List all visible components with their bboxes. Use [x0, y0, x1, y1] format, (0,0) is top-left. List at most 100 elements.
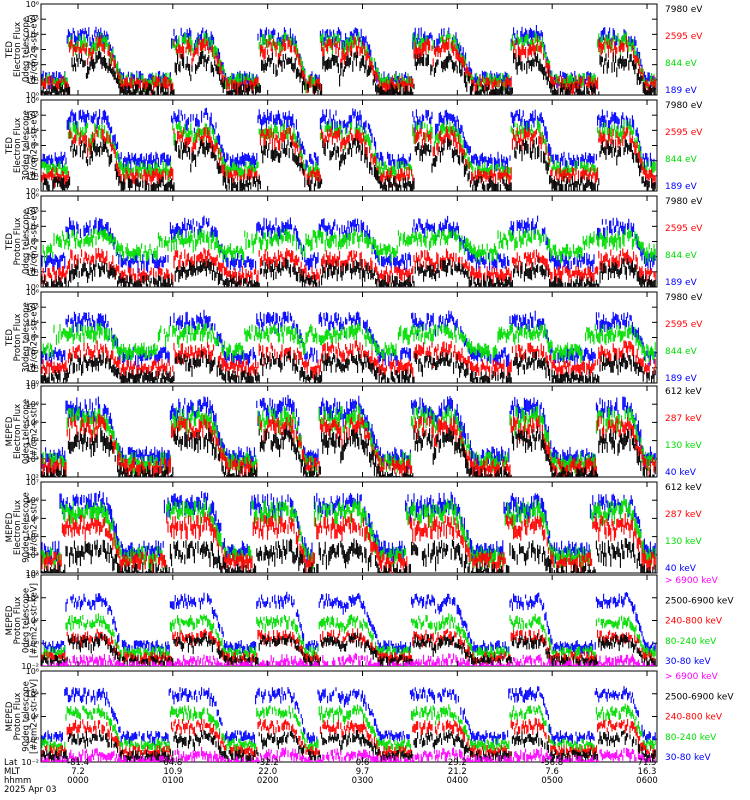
y-axis-label-line: Electron Flux [13, 118, 23, 173]
y-axis-label-line: [#/cm2-s-str-keV] [30, 679, 40, 754]
x-tick-hhmm: 0600 [636, 776, 658, 786]
x-tick-mlt: 22.0 [258, 767, 277, 777]
x-tick-hhmm: 0200 [257, 776, 279, 786]
legend-entry: 2595 eV [665, 224, 703, 234]
y-axis-label-line: Proton Flux [13, 218, 23, 266]
series--6900-kev [41, 653, 656, 666]
y-axis-label-line: 0deg telescope [21, 399, 31, 464]
y-tick-label: 10³ [26, 46, 39, 55]
y-tick-label: 10⁰ [26, 639, 39, 648]
legend-entry: 80-240 keV [665, 733, 717, 743]
y-tick-label: 10⁶ [26, 496, 39, 505]
legend-entry: 287 keV [665, 510, 702, 520]
series-189-ev [41, 215, 656, 274]
legend-entry: > 6900 keV [665, 672, 719, 682]
y-tick-label: 10⁶ [26, 571, 39, 580]
y-tick-label: 10² [26, 349, 39, 358]
x-axis-row-label: hhmm [4, 776, 31, 786]
y-tick-label: 10⁰ [26, 91, 39, 100]
y-tick-label: 10⁵ [26, 514, 39, 523]
legend-entry: 189 eV [665, 278, 698, 288]
y-axis-label-line: Electron Flux [13, 500, 23, 555]
y-axis-label-line: 90deg telescope [21, 492, 31, 563]
y-tick-label: 10⁴ [26, 690, 39, 699]
series-844-ev [42, 227, 656, 265]
y-tick-label: 10² [26, 473, 39, 482]
legend-entry: 240-800 keV [665, 617, 723, 627]
legend-entry: 189 eV [665, 374, 698, 384]
legend-entry: 612 keV [665, 387, 702, 397]
y-tick-label: 10⁵ [26, 418, 39, 427]
y-axis-label-line: TED [5, 40, 15, 59]
y-axis-label-line: Electron Flux [13, 22, 23, 77]
legend-entry: 287 keV [665, 414, 702, 424]
x-tick-mlt: 16.3 [638, 767, 657, 777]
y-tick-label: 10⁰ [26, 187, 39, 196]
y-axis-label-line: 0deg telescope [21, 209, 31, 274]
y-axis-label-line: Proton Flux [13, 314, 23, 362]
x-tick-lat: 0.6 [356, 758, 370, 768]
legend-entry: 612 keV [665, 483, 702, 493]
series-612-kev [41, 425, 656, 477]
legend-entry: 80-240 keV [665, 637, 717, 647]
y-axis-label-line: 0deg telescope [21, 588, 31, 653]
x-tick-hhmm: 0300 [352, 776, 374, 786]
x-tick-mlt: 7.2 [71, 767, 85, 777]
x-axis-row-label: 2025 Apr 03 [4, 785, 57, 795]
x-tick-mlt: 7.6 [545, 767, 559, 777]
y-tick-label: 10² [26, 617, 39, 626]
legend-entry: 844 eV [665, 251, 698, 261]
x-tick-lat: 71.5 [638, 758, 657, 768]
y-axis-label-line: 30deg telescope [21, 302, 31, 373]
legend-entry: 30-80 keV [665, 753, 711, 763]
legend-entry: 7980 eV [665, 101, 703, 111]
y-tick-label: 10² [26, 157, 39, 166]
series-2595-ev [41, 340, 656, 380]
x-tick-hhmm: 0000 [67, 776, 89, 786]
y-tick-label: 10⁶ [26, 288, 39, 297]
x-tick-hhmm: 0400 [447, 776, 469, 786]
legend-entry: 844 eV [665, 347, 698, 357]
x-tick-mlt: 9.7 [356, 767, 370, 777]
y-tick-label: 10⁰ [26, 735, 39, 744]
y-axis-label-line: Electron Flux [13, 404, 23, 459]
y-axis-label-line: [#/cm2-s-str-keV] [30, 583, 40, 658]
y-tick-label: 10³ [26, 334, 39, 343]
y-tick-label: 10⁶ [26, 0, 39, 9]
y-tick-label: 10⁶ [26, 192, 39, 201]
legend-entry: 40 keV [665, 564, 697, 574]
y-axis-label-line: [#/cm2-s-str-eV] [30, 302, 40, 372]
series-2500-6900-kev [41, 632, 656, 666]
y-tick-label: 10⁵ [26, 15, 39, 24]
y-tick-label: 10⁻² [21, 758, 39, 767]
y-axis-label-line: [#/cm2-s-str-eV] [30, 14, 40, 84]
y-axis-label-line: [#/cm2-s-str] [30, 499, 40, 556]
legend-entry: 189 eV [665, 86, 698, 96]
x-tick-mlt: 21.2 [448, 767, 467, 777]
y-axis-label-line: TED [5, 328, 15, 347]
legend-entry: 130 keV [665, 441, 702, 451]
y-axis-label-line: [#/cm2-s-str-eV] [30, 206, 40, 276]
y-axis-label-line: MEPED [5, 416, 15, 446]
y-tick-label: 10¹ [26, 172, 39, 181]
x-tick-hhmm: 0100 [162, 776, 184, 786]
y-axis-label-line: [#/cm2-s-str-eV] [30, 110, 40, 180]
y-tick-label: 10⁴ [26, 594, 39, 603]
y-axis-label-line: TED [5, 232, 15, 251]
x-tick-lat: -56.8 [541, 758, 563, 768]
legend-entry: 7980 eV [665, 197, 703, 207]
legend-entry: 7980 eV [665, 5, 703, 15]
legend-entry: 7980 eV [665, 293, 703, 303]
y-tick-label: 10⁰ [26, 379, 39, 388]
y-tick-label: 10² [26, 61, 39, 70]
y-axis-label-line: Proton Flux [13, 693, 23, 741]
